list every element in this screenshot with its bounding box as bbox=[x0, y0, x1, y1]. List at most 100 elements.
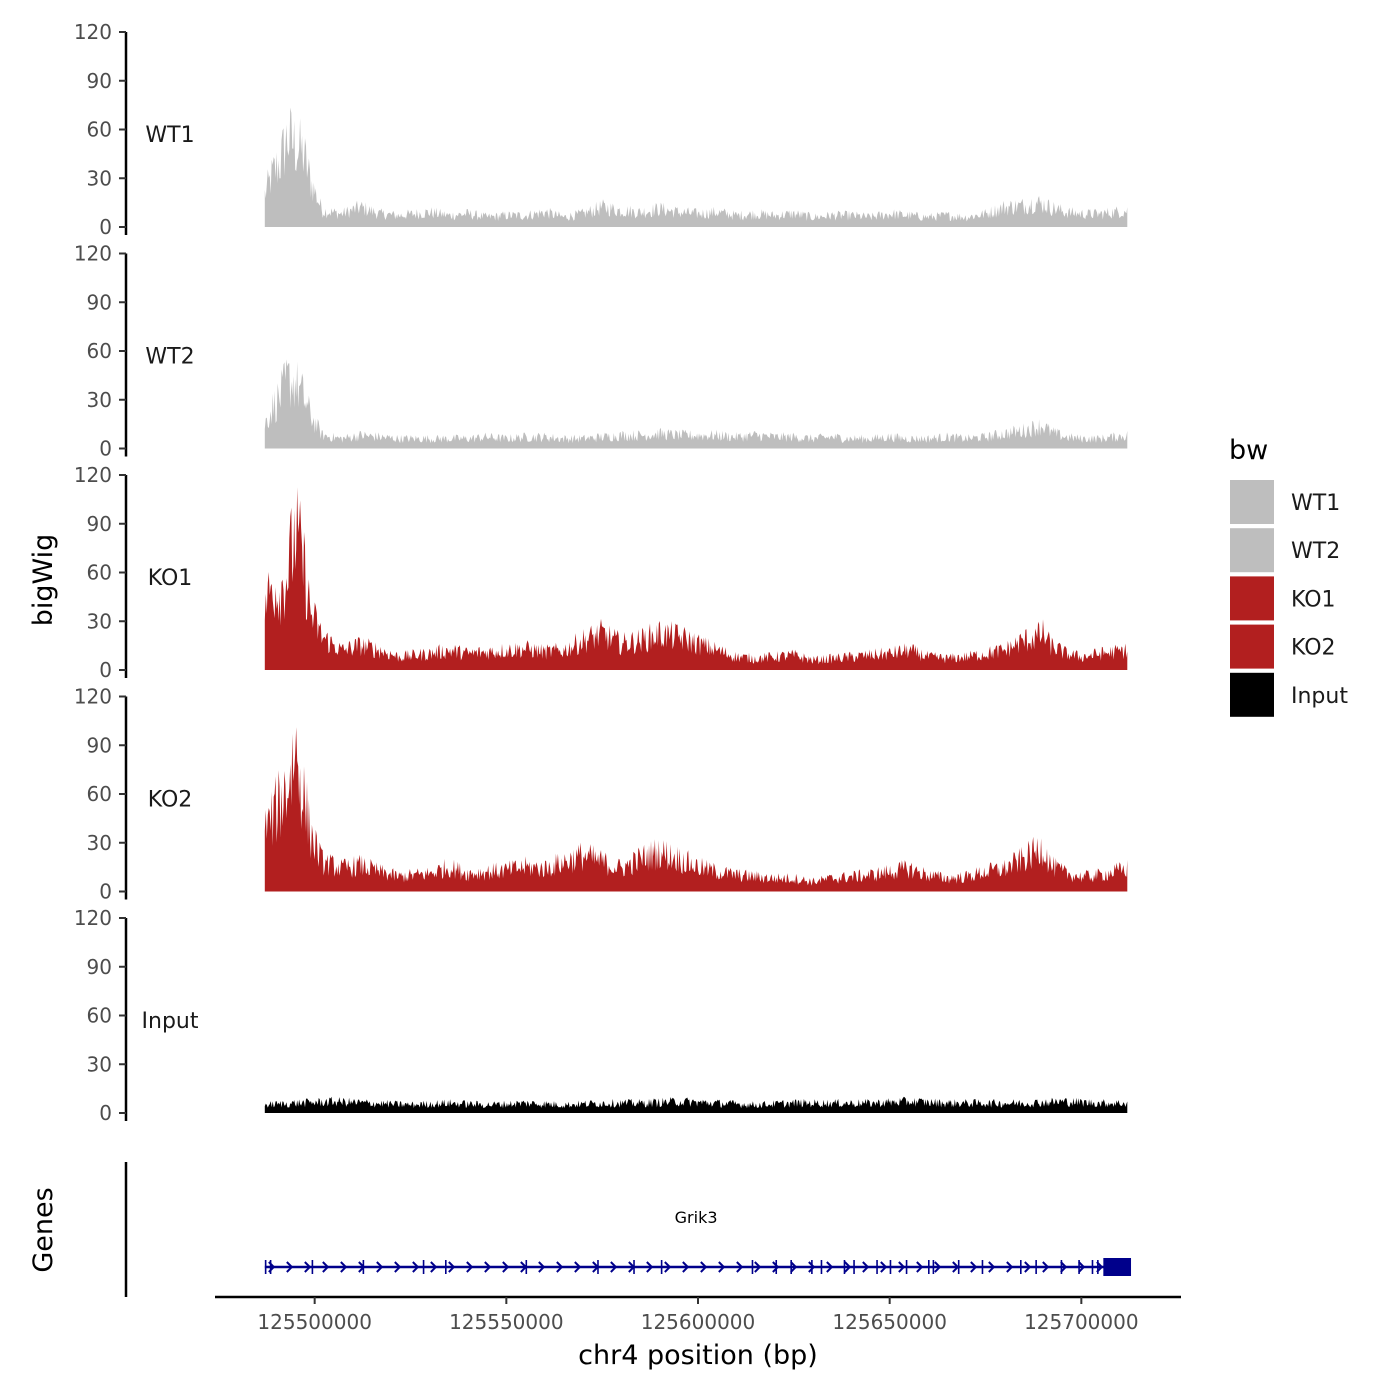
legend-swatch bbox=[1230, 480, 1274, 524]
legend-entry-wt2: WT2 bbox=[1230, 528, 1340, 573]
strand-chevron bbox=[574, 1261, 582, 1273]
exon bbox=[1035, 1260, 1037, 1274]
legend-label: KO1 bbox=[1291, 587, 1336, 612]
exon bbox=[820, 1260, 823, 1274]
strand-chevron bbox=[826, 1261, 834, 1273]
strand-chevron bbox=[970, 1261, 978, 1273]
exon bbox=[264, 1260, 267, 1274]
strand-chevron bbox=[322, 1261, 330, 1273]
exon bbox=[775, 1260, 778, 1274]
track-ko2: 0 30 60 90 120 KO2 bbox=[74, 685, 1128, 904]
coverage-area-wt2 bbox=[264, 359, 1128, 449]
x-tick-label: 125600000 bbox=[641, 1310, 756, 1334]
exon bbox=[311, 1260, 314, 1274]
coverage-area-input bbox=[264, 1096, 1128, 1113]
y-tick-label: 90 bbox=[87, 69, 112, 93]
x-tick-label: 125700000 bbox=[1024, 1310, 1139, 1334]
legend-swatch bbox=[1230, 576, 1274, 621]
exon bbox=[633, 1260, 635, 1274]
legend-label: KO2 bbox=[1291, 636, 1336, 661]
legend-swatch bbox=[1230, 672, 1274, 717]
x-tick-label: 125500000 bbox=[257, 1310, 372, 1334]
gene-end-block bbox=[1103, 1258, 1128, 1276]
legend-entry-ko2: KO2 bbox=[1230, 624, 1336, 669]
strand-chevron bbox=[898, 1261, 906, 1273]
exon bbox=[445, 1260, 447, 1274]
strand-chevron bbox=[790, 1261, 798, 1273]
exon bbox=[1060, 1260, 1063, 1274]
exon bbox=[1020, 1260, 1022, 1274]
strand-chevron bbox=[538, 1261, 546, 1273]
exon bbox=[889, 1260, 892, 1274]
y-axis-title: bigWig bbox=[28, 534, 59, 627]
legend-entry-input: Input bbox=[1230, 672, 1348, 717]
x-axis: 125500000 125550000 125600000 125650000 1257… bbox=[215, 1295, 1181, 1334]
strand-chevron bbox=[862, 1261, 870, 1273]
gene-model: Grik3 bbox=[264, 1208, 1132, 1276]
legend-entry-wt1: WT1 bbox=[1230, 480, 1340, 524]
strand-chevron bbox=[880, 1261, 888, 1273]
y-tick-label: 0 bbox=[99, 658, 112, 682]
y-tick-label: 60 bbox=[87, 1004, 112, 1028]
strand-chevron bbox=[1006, 1261, 1014, 1273]
exon bbox=[790, 1260, 792, 1274]
x-axis-title: chr4 position (bp) bbox=[578, 1340, 818, 1371]
strand-chevron bbox=[844, 1261, 852, 1273]
track-label: KO2 bbox=[148, 788, 193, 813]
y-tick-label: 60 bbox=[87, 561, 112, 585]
x-tick-label: 125650000 bbox=[832, 1310, 947, 1334]
strand-chevron bbox=[340, 1261, 348, 1273]
exon bbox=[905, 1260, 908, 1274]
exon bbox=[362, 1260, 365, 1274]
y-tick-label: 60 bbox=[87, 339, 112, 363]
strand-chevron bbox=[754, 1261, 762, 1273]
exon bbox=[928, 1260, 930, 1274]
legend: bw WT1 WT2 KO1 KO2 Input bbox=[1229, 435, 1348, 717]
genes-axis-title: Genes bbox=[28, 1187, 59, 1272]
legend-swatch bbox=[1230, 624, 1274, 669]
track-ko1: 0 30 60 90 120 KO1 bbox=[74, 463, 1128, 682]
strand-chevron bbox=[286, 1261, 294, 1273]
exon bbox=[1091, 1260, 1094, 1274]
exon bbox=[853, 1260, 855, 1274]
strand-chevron bbox=[484, 1261, 492, 1273]
gene-label: Grik3 bbox=[675, 1208, 718, 1227]
strand-chevron bbox=[430, 1261, 438, 1273]
exon bbox=[525, 1260, 528, 1274]
y-tick-label: 30 bbox=[87, 166, 112, 190]
strand-chevron bbox=[466, 1261, 474, 1273]
y-tick-label: 90 bbox=[87, 290, 112, 314]
exon bbox=[876, 1260, 878, 1274]
track-label: WT1 bbox=[145, 123, 194, 148]
strand-chevron bbox=[718, 1261, 726, 1273]
strand-chevron bbox=[448, 1261, 456, 1273]
y-tick-label: 30 bbox=[87, 388, 112, 412]
y-tick-label: 0 bbox=[99, 437, 112, 461]
exon bbox=[843, 1260, 846, 1274]
y-tick-label: 0 bbox=[99, 1101, 112, 1125]
coverage-area-ko1 bbox=[264, 487, 1128, 670]
strand-chevron bbox=[646, 1261, 654, 1273]
coverage-area-wt1 bbox=[264, 107, 1128, 227]
track-label: KO1 bbox=[148, 566, 193, 591]
strand-chevron bbox=[1042, 1261, 1050, 1273]
strand-chevron bbox=[772, 1261, 780, 1273]
strand-chevron bbox=[736, 1261, 744, 1273]
strand-chevron bbox=[682, 1261, 690, 1273]
y-tick-label: 30 bbox=[87, 831, 112, 855]
strand-chevron bbox=[952, 1261, 960, 1273]
y-tick-label: 0 bbox=[99, 880, 112, 904]
strand-chevron bbox=[808, 1261, 816, 1273]
exon bbox=[981, 1260, 984, 1274]
y-tick-label: 120 bbox=[74, 20, 112, 44]
y-tick-label: 30 bbox=[87, 609, 112, 633]
strand-chevron bbox=[1024, 1261, 1032, 1273]
strand-chevron bbox=[376, 1261, 384, 1273]
exon bbox=[422, 1260, 425, 1274]
exon bbox=[932, 1260, 935, 1274]
strand-chevron bbox=[304, 1261, 312, 1273]
gene-panel: Grik3 bbox=[124, 1162, 1132, 1297]
y-tick-label: 60 bbox=[87, 782, 112, 806]
y-tick-label: 90 bbox=[87, 955, 112, 979]
